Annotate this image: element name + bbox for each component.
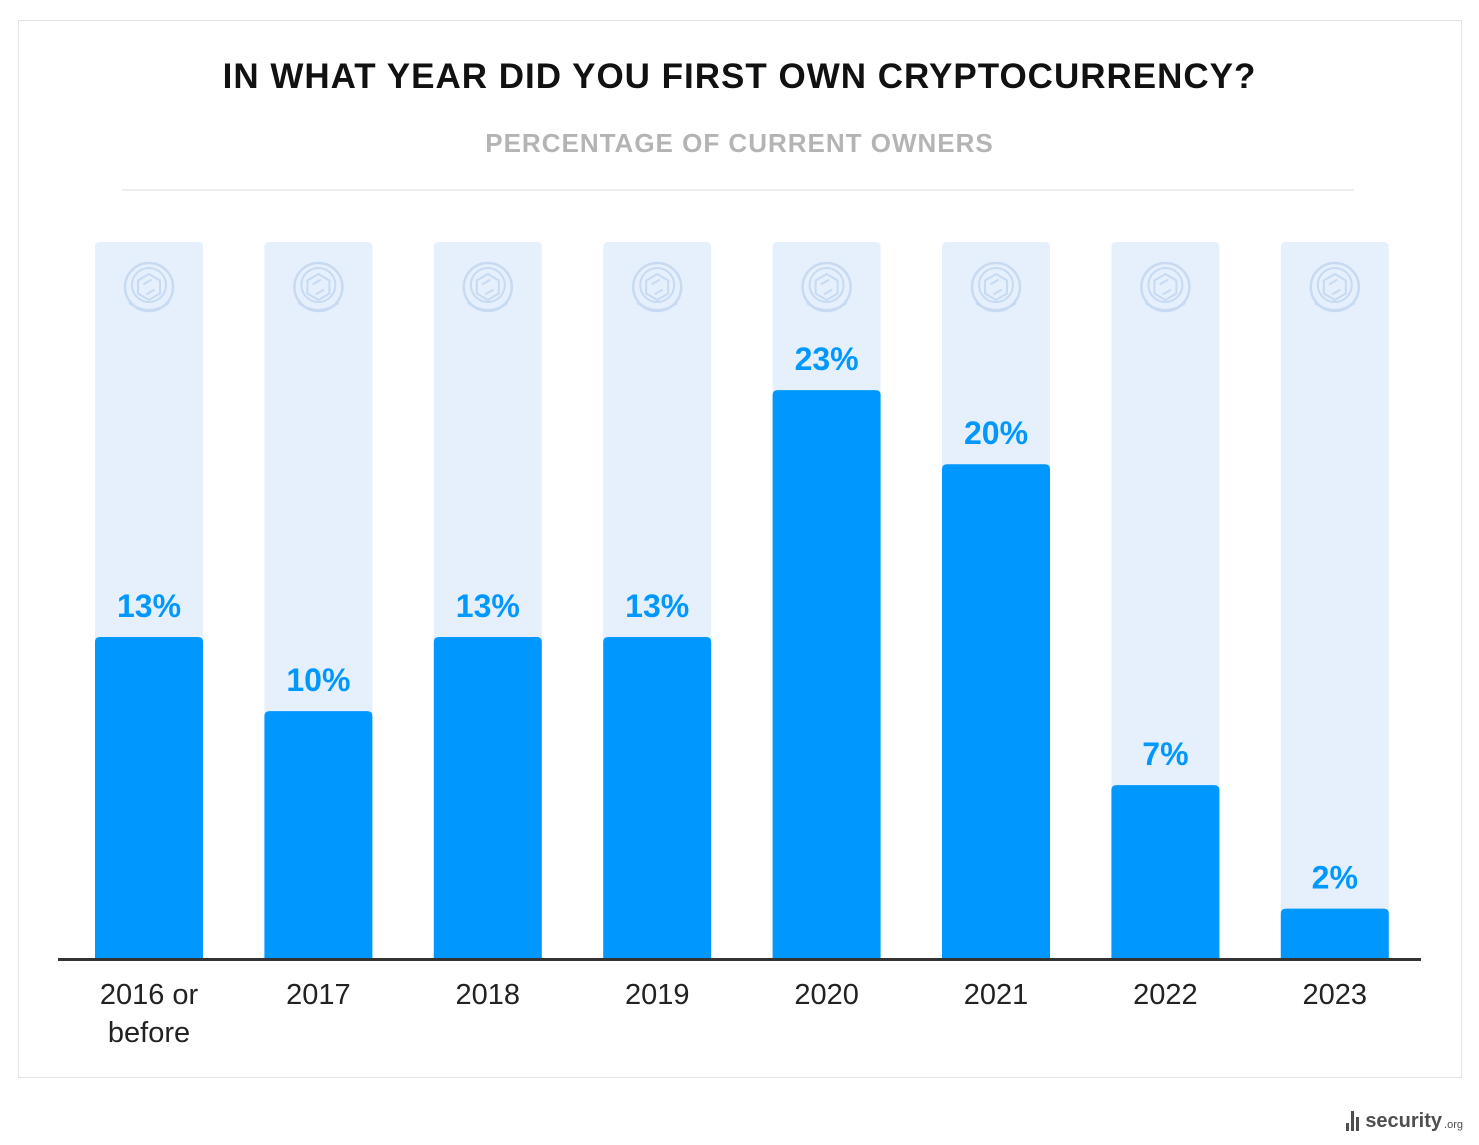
title-divider [122, 189, 1354, 191]
value-label-2021: 20% [964, 415, 1028, 451]
value-label-2022: 7% [1142, 736, 1188, 772]
crypto-coin-icon [1309, 261, 1361, 313]
category-label-2020: 2020 [794, 979, 859, 1011]
category-label-2021: 2021 [964, 979, 1029, 1011]
bar-2017 [264, 711, 373, 958]
crypto-coin-icon [293, 261, 344, 313]
category-label-2017: 2017 [286, 979, 351, 1011]
signal-bars-icon [1346, 1111, 1360, 1131]
chart-title: IN WHAT YEAR DID YOU FIRST OWN CRYPTOCUR… [222, 57, 1257, 96]
bar-2023 [1280, 908, 1389, 958]
value-label-2019: 13% [625, 588, 689, 624]
value-label-2018: 13% [456, 588, 520, 624]
bar-2019 [603, 637, 712, 958]
bar-2021 [942, 464, 1050, 958]
brand-name: security [1365, 1110, 1443, 1132]
crypto-coin-icon [801, 261, 852, 313]
bar-2018 [433, 637, 542, 958]
crypto-coin-icon [462, 261, 514, 313]
brand-logo: security .org [1346, 1111, 1463, 1131]
value-label-2020: 23% [795, 341, 859, 377]
crypto-coin-icon [1140, 261, 1191, 313]
category-label-2023: 2023 [1303, 979, 1368, 1011]
category-label-2022: 2022 [1133, 979, 1198, 1011]
chart-card [18, 20, 1462, 1078]
bar-track-2022 [1111, 242, 1220, 958]
bar-track-2023 [1280, 242, 1389, 958]
category-label-2016-or-before: 2016 or before [100, 979, 199, 1049]
value-label-2016-or-before: 13% [117, 588, 181, 624]
crypto-coin-icon [970, 261, 1022, 313]
brand-tld: .org [1444, 1119, 1463, 1131]
category-label-2019: 2019 [625, 979, 690, 1011]
chart-subtitle: PERCENTAGE OF CURRENT OWNERS [485, 128, 994, 158]
bar-2020 [772, 390, 881, 958]
category-label-2018: 2018 [456, 979, 521, 1011]
bar-2022 [1111, 785, 1220, 958]
value-label-2017: 10% [286, 662, 350, 698]
bar-2016-or-before [95, 637, 203, 958]
crypto-coin-icon [123, 261, 175, 313]
crypto-coin-icon [631, 261, 683, 313]
value-label-2023: 2% [1312, 860, 1358, 896]
